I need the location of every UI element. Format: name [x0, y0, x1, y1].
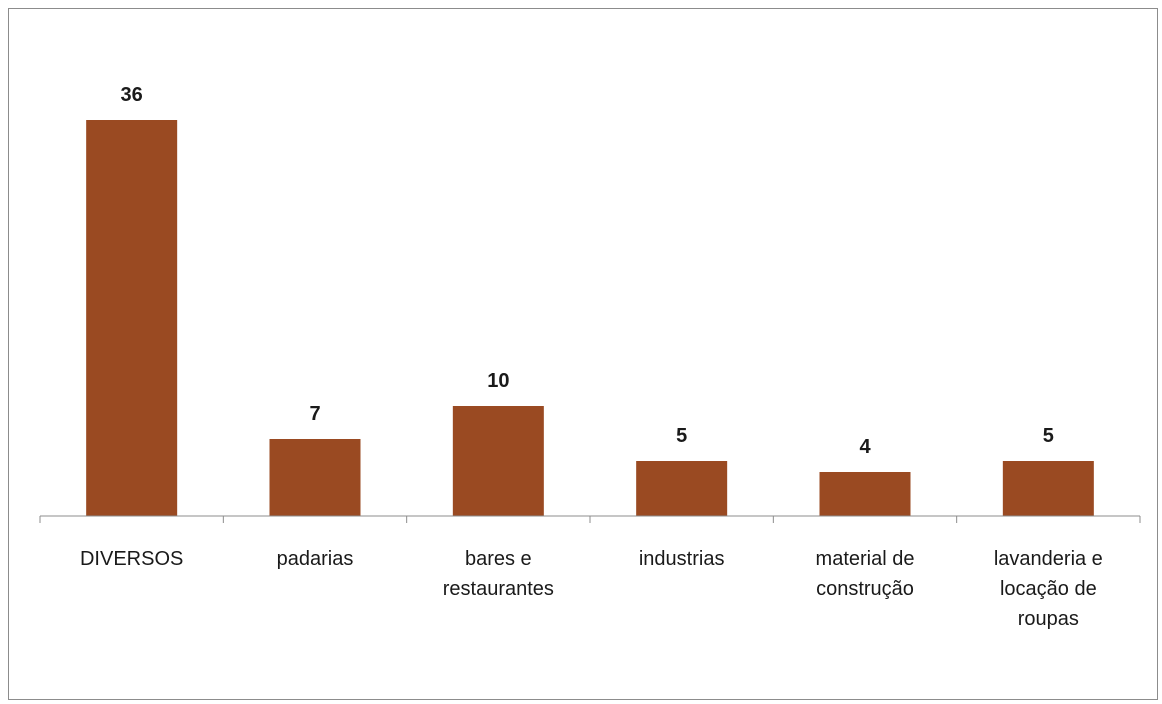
data-label: 10 [487, 370, 509, 392]
bar [636, 461, 728, 516]
bar [452, 406, 544, 516]
bar [1002, 461, 1094, 516]
category-label: roupas [1018, 608, 1079, 630]
category-label: DIVERSOS [80, 548, 183, 570]
category-labels-group: DIVERSOS padarias bares e restaurantes indus… [80, 548, 1103, 630]
category-label: material de [816, 548, 915, 570]
value-labels-group: 36 7 10 5 4 5 [121, 84, 1054, 458]
data-label: 5 [1043, 425, 1054, 447]
chart-frame [8, 8, 1158, 700]
data-label: 36 [121, 84, 143, 106]
category-label: industrias [639, 548, 725, 570]
category-label: bares e [465, 548, 532, 570]
bar [819, 472, 911, 516]
bar [269, 439, 361, 516]
data-label: 5 [676, 425, 687, 447]
data-label: 4 [859, 436, 871, 458]
bars-group [86, 120, 1094, 516]
x-axis [39, 515, 1141, 523]
category-label: lavanderia e [994, 548, 1103, 570]
category-label: construção [816, 578, 914, 600]
category-label: restaurantes [443, 578, 554, 600]
bar [86, 120, 178, 516]
category-label: locação de [1000, 578, 1097, 600]
category-label: padarias [277, 548, 354, 570]
data-label: 7 [309, 403, 320, 425]
